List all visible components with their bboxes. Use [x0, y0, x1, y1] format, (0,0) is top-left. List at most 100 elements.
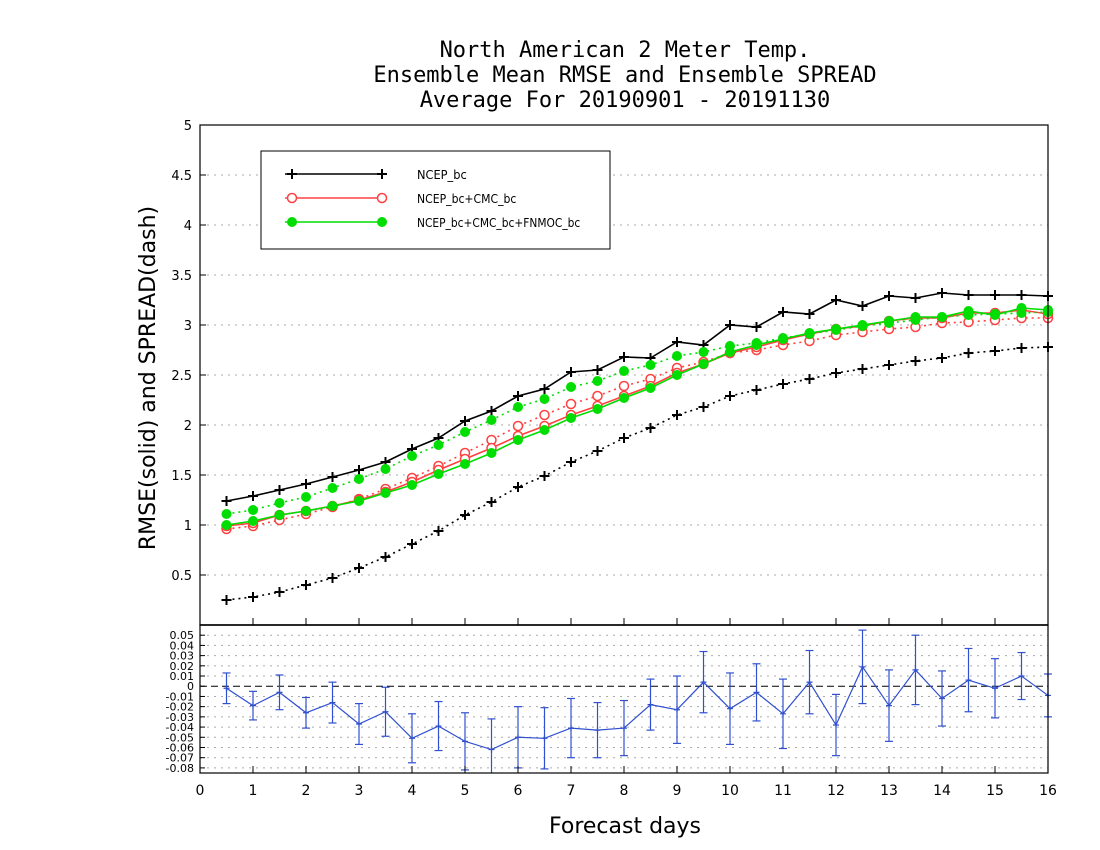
- y-tick-label: 1: [184, 519, 192, 534]
- spread-point-0: [884, 360, 894, 370]
- rmse-point-2: [619, 393, 629, 403]
- diff-point: [992, 685, 998, 692]
- diff-point: [488, 746, 495, 753]
- legend-marker-right-2: [377, 217, 387, 227]
- diff-point: [223, 685, 230, 692]
- rmse-point-0: [539, 384, 550, 394]
- spread-point-0: [592, 446, 603, 456]
- diff-y-tick-label: -0.06: [166, 741, 194, 754]
- diff-point: [700, 679, 707, 686]
- x-tick-label: 1: [249, 783, 258, 799]
- x-tick-label: 2: [302, 783, 311, 799]
- spread-point-0: [380, 552, 391, 562]
- x-tick-label: 4: [408, 783, 417, 799]
- grid-layer: [200, 174, 1048, 769]
- rmse-point-2: [884, 316, 894, 326]
- spread-point-2: [513, 402, 523, 412]
- spread-point-0: [672, 410, 682, 420]
- rmse-point-0: [857, 301, 868, 311]
- legend-box: [260, 150, 611, 250]
- diff-y-tick-label: -0.03: [166, 711, 194, 724]
- rmse-point-2: [380, 488, 391, 498]
- rmse-point-0: [1016, 290, 1027, 300]
- diff-point: [250, 702, 256, 709]
- spread-point-0: [857, 364, 868, 374]
- rmse-point-0: [963, 290, 974, 300]
- diff-point: [647, 701, 654, 708]
- rmse-point-2: [778, 334, 788, 344]
- x-tick-label: 3: [355, 783, 364, 799]
- spread-point-2: [566, 382, 576, 392]
- spread-point-0: [725, 391, 735, 401]
- y-tick-label: 3.5: [171, 269, 192, 284]
- x-tick-label: 14: [933, 783, 951, 799]
- x-tick-label: 15: [986, 783, 1004, 799]
- diff-point: [541, 735, 548, 742]
- rmse-point-2: [672, 370, 682, 380]
- spread-point-0: [619, 433, 629, 443]
- rmse-point-2: [301, 506, 311, 516]
- spread-point-0: [910, 356, 921, 366]
- spread-point-0: [937, 353, 947, 363]
- spread-point-2: [248, 505, 258, 515]
- rmse-point-0: [990, 290, 1000, 300]
- diff-point: [965, 677, 972, 684]
- x-axis-label: Forecast days: [549, 814, 701, 839]
- rmse-point-0: [725, 320, 735, 330]
- rmse-point-0: [274, 485, 285, 495]
- chart-title-line-2: Ensemble Mean RMSE and Ensemble SPREAD: [373, 63, 877, 88]
- diff-y-tick-label: -0.05: [166, 731, 194, 744]
- rmse-point-0: [619, 352, 629, 362]
- rmse-point-2: [857, 320, 868, 330]
- x-tick-label: 10: [721, 783, 739, 799]
- diff-point: [806, 679, 813, 686]
- rmse-line-0: [226, 292, 1049, 502]
- y-tick-label: 4.5: [171, 169, 192, 184]
- diff-point: [356, 721, 362, 728]
- rmse-point-0: [460, 416, 470, 426]
- diff-point: [462, 738, 468, 745]
- spread-line-1: [226, 317, 1048, 530]
- chart-title-line-3: Average For 20190901 - 20191130: [419, 88, 831, 113]
- spread-point-1: [539, 409, 550, 421]
- diff-y-tick-label: 0.05: [170, 629, 195, 642]
- legend-marker-left-2: [287, 217, 297, 227]
- rmse-point-0: [327, 472, 338, 482]
- spread-point-0: [221, 595, 232, 605]
- diff-y-tick-label: 0.03: [170, 650, 195, 663]
- chart-title-line-1: North American 2 Meter Temp.: [439, 38, 811, 63]
- spread-point-1: [512, 420, 524, 432]
- spread-point-0: [460, 510, 470, 520]
- spread-point-2: [274, 498, 285, 508]
- spread-point-1: [592, 390, 603, 402]
- diff-y-tick-label: -0.07: [166, 752, 194, 765]
- rmse-point-2: [221, 520, 232, 530]
- rmse-point-0: [221, 496, 232, 506]
- rmse-point-2: [354, 496, 364, 506]
- rmse-point-2: [725, 347, 735, 357]
- rmse-line-1: [226, 309, 1049, 527]
- x-tick-label: 0: [196, 783, 205, 799]
- spread-point-1: [565, 398, 577, 410]
- spread-point-0: [274, 587, 285, 597]
- spread-point-0: [539, 471, 550, 481]
- diff-y-tick-label: 0.01: [170, 670, 195, 683]
- spread-point-0: [990, 346, 1000, 356]
- rmse-point-0: [592, 365, 603, 375]
- spread-line-0: [226, 346, 1049, 601]
- spread-line-2: [226, 311, 1049, 515]
- spread-point-0: [407, 539, 417, 549]
- x-tick-label: 8: [620, 783, 629, 799]
- rmse-point-0: [486, 406, 497, 416]
- diff-y-tick-label: -0.04: [166, 721, 194, 734]
- diff-y-tick-label: 0.04: [170, 639, 195, 652]
- rmse-point-2: [963, 306, 974, 316]
- x-tick-label: 13: [880, 783, 898, 799]
- rmse-point-2: [460, 459, 470, 469]
- spread-point-2: [327, 483, 338, 493]
- rmse-point-0: [937, 288, 947, 298]
- spread-point-0: [433, 526, 444, 536]
- spread-point-0: [513, 482, 523, 492]
- rmse-point-0: [831, 295, 841, 305]
